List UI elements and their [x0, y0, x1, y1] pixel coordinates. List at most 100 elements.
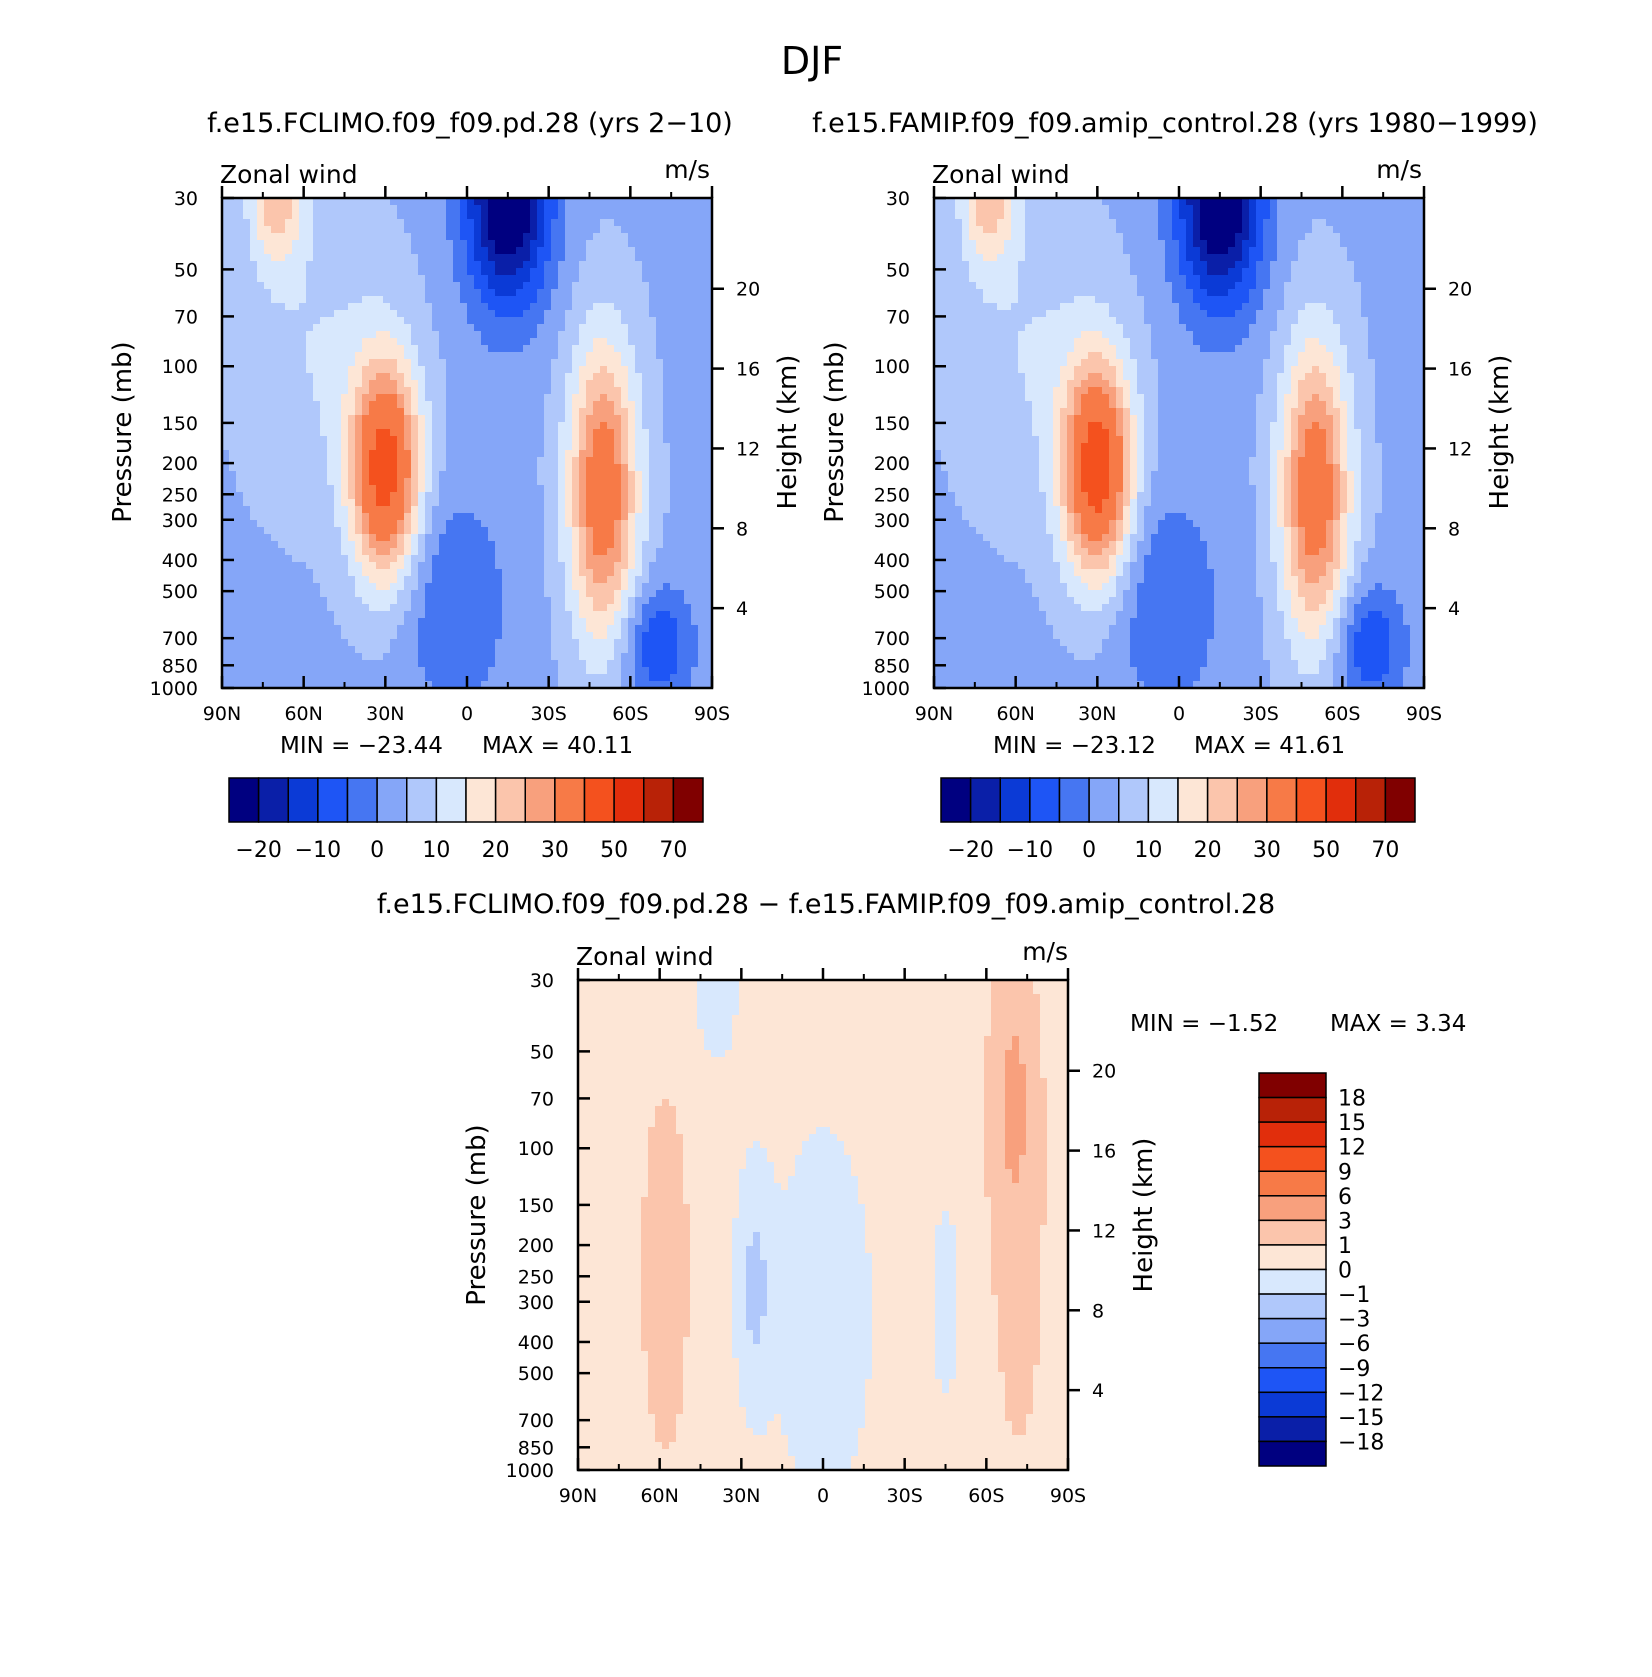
field-cell: [334, 401, 342, 409]
field-cell: [299, 352, 307, 360]
field-cell: [607, 422, 615, 430]
field-cell: [306, 408, 314, 416]
field-cell: [355, 401, 363, 409]
field-cell: [376, 303, 384, 311]
field-cell: [418, 205, 426, 213]
field-cell: [495, 366, 503, 374]
field-cell: [614, 457, 622, 465]
field-cell: [425, 632, 433, 640]
field-cell: [698, 632, 706, 640]
field-cell: [516, 471, 524, 479]
field-cell: [509, 548, 517, 556]
field-cell: [369, 226, 377, 234]
field-cell: [523, 345, 531, 353]
field-cell: [334, 408, 342, 416]
field-cell: [271, 499, 279, 507]
field-cell: [397, 254, 405, 262]
field-cell: [537, 611, 545, 619]
field-cell: [579, 233, 587, 241]
field-cell: [236, 506, 244, 514]
field-cell: [243, 268, 251, 276]
field-cell: [516, 457, 524, 465]
field-cell: [628, 205, 636, 213]
field-cell: [257, 457, 265, 465]
field-cell: [229, 359, 237, 367]
field-cell: [453, 415, 461, 423]
field-cell: [523, 331, 531, 339]
field-cell: [565, 541, 573, 549]
field-cell: [516, 639, 524, 647]
field-cell: [271, 429, 279, 437]
field-cell: [404, 289, 412, 297]
field-cell: [369, 527, 377, 535]
field-cell: [579, 247, 587, 255]
field-cell: [446, 275, 454, 283]
field-cell: [579, 457, 587, 465]
field-cell: [544, 345, 552, 353]
field-cell: [628, 471, 636, 479]
field-cell: [572, 359, 580, 367]
field-cell: [565, 576, 573, 584]
field-cell: [502, 534, 510, 542]
field-cell: [285, 527, 293, 535]
field-cell: [306, 198, 314, 206]
field-cell: [355, 604, 363, 612]
field-cell: [495, 429, 503, 437]
field-cell: [607, 408, 615, 416]
field-cell: [418, 520, 426, 528]
field-cell: [327, 212, 335, 220]
field-cell: [257, 324, 265, 332]
field-cell: [628, 478, 636, 486]
field-cell: [264, 296, 272, 304]
field-cell: [278, 275, 286, 283]
field-cell: [313, 562, 321, 570]
field-cell: [369, 282, 377, 290]
field-cell: [488, 373, 496, 381]
field-cell: [677, 569, 685, 577]
field-cell: [551, 471, 559, 479]
field-cell: [320, 394, 328, 402]
field-cell: [313, 660, 321, 668]
field-cell: [299, 485, 307, 493]
field-cell: [383, 443, 391, 451]
field-cell: [313, 499, 321, 507]
field-cell: [523, 212, 531, 220]
field-cell: [495, 485, 503, 493]
field-cell: [460, 422, 468, 430]
field-cell: [649, 324, 657, 332]
field-cell: [705, 485, 712, 493]
field-cell: [411, 317, 419, 325]
field-cell: [572, 254, 580, 262]
field-cell: [313, 408, 321, 416]
field-cell: [677, 394, 685, 402]
field-cell: [628, 380, 636, 388]
field-cell: [474, 541, 482, 549]
field-cell: [551, 485, 559, 493]
field-cell: [572, 282, 580, 290]
field-cell: [334, 282, 342, 290]
field-cell: [390, 324, 398, 332]
field-cell: [677, 324, 685, 332]
field-cell: [607, 471, 615, 479]
field-cell: [488, 233, 496, 241]
field-cell: [607, 436, 615, 444]
field-cell: [222, 205, 230, 213]
field-cell: [313, 282, 321, 290]
field-cell: [439, 401, 447, 409]
field-cell: [537, 205, 545, 213]
field-cell: [579, 569, 587, 577]
field-cell: [628, 604, 636, 612]
field-cell: [264, 597, 272, 605]
field-cell: [635, 471, 643, 479]
field-cell: [565, 520, 573, 528]
field-cell: [418, 464, 426, 472]
field-cell: [376, 205, 384, 213]
field-cell: [537, 618, 545, 626]
field-cell: [278, 387, 286, 395]
field-cell: [341, 492, 349, 500]
field-cell: [705, 639, 712, 647]
field-cell: [516, 205, 524, 213]
field-cell: [362, 653, 370, 661]
field-cell: [425, 345, 433, 353]
field-cell: [334, 394, 342, 402]
